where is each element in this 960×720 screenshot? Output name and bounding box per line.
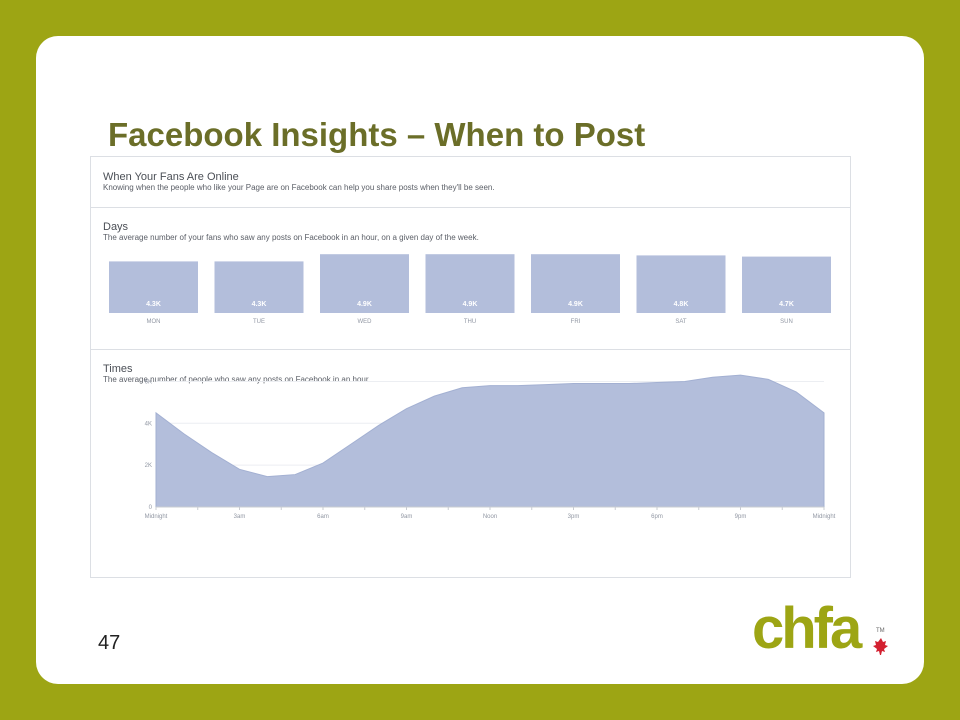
x-tick-label: 3am — [234, 514, 246, 520]
x-tick-label: 6pm — [651, 514, 663, 520]
day-bar-tue — [214, 261, 304, 313]
days-bar-chart: 4.3K MON 4.3K TUE 4.9K WED 4.9K THU 4.9K FRI 4.8K S… — [109, 254, 831, 325]
day-bar-value-label: 4.3K — [146, 301, 161, 308]
x-tick-label: 3pm — [568, 514, 580, 520]
x-tick-label: Midnight — [813, 514, 836, 520]
day-category-label: THU — [464, 319, 476, 325]
day-bar-value-label: 4.3K — [252, 301, 267, 308]
x-tick-label: 6am — [317, 514, 329, 520]
insights-screenshot: When Your Fans Are Online Knowing when t… — [90, 156, 851, 578]
fans-online-title: When Your Fans Are Online — [103, 171, 239, 183]
times-title: Times — [103, 363, 133, 375]
y-tick-label: 0 — [149, 505, 153, 511]
maple-leaf-icon — [873, 638, 888, 655]
y-tick-label: 4K — [145, 421, 152, 427]
days-section: Days The average number of your fans who… — [91, 207, 850, 350]
day-bar-sat — [636, 255, 726, 313]
day-bar-mon — [109, 261, 198, 313]
days-title: Days — [103, 221, 129, 233]
day-bar-value-label: 4.9K — [463, 301, 478, 308]
page-number: 47 — [98, 632, 121, 654]
day-category-label: SUN — [780, 319, 793, 325]
day-bar-value-label: 4.9K — [357, 301, 372, 308]
days-subtitle: The average number of your fans who saw … — [103, 233, 479, 242]
slide-title: Facebook Insights – When to Post — [108, 116, 646, 153]
times-area-chart: 0 2K 4K 6K Midnight 3am 6am 9am Noon 3pm 6pm 9pm Mid… — [145, 374, 836, 520]
day-bar-value-label: 4.7K — [779, 301, 794, 308]
day-bar-sun — [742, 256, 831, 313]
x-tick-label: 9pm — [735, 514, 747, 520]
y-tick-label: 2K — [145, 463, 152, 469]
day-category-label: MON — [147, 319, 161, 325]
day-bar-value-label: 4.9K — [568, 301, 583, 308]
fans-online-subtitle: Knowing when the people who like your Pa… — [103, 183, 495, 192]
chfa-logo: chfa TM — [752, 596, 888, 660]
x-tick-label: Noon — [483, 514, 497, 520]
logo-text: chfa — [752, 596, 863, 660]
day-bar-value-label: 4.8K — [674, 301, 689, 308]
x-tick-label: Midnight — [145, 514, 168, 520]
day-category-label: WED — [358, 319, 373, 325]
fans-online-header: When Your Fans Are Online Knowing when t… — [91, 157, 850, 208]
times-subtitle: The average number of people who saw any… — [103, 375, 371, 384]
y-tick-label: 6K — [145, 379, 152, 385]
day-category-label: FRI — [571, 319, 581, 325]
day-bar-fri — [531, 254, 620, 313]
day-bar-wed — [320, 254, 409, 313]
logo-tm: TM — [876, 628, 885, 634]
day-category-label: SAT — [675, 319, 687, 325]
day-category-label: TUE — [253, 319, 265, 325]
times-section: Times The average number of people who s… — [91, 349, 850, 579]
x-tick-label: 9am — [401, 514, 413, 520]
day-bar-thu — [425, 254, 515, 313]
times-area-series — [155, 374, 825, 508]
